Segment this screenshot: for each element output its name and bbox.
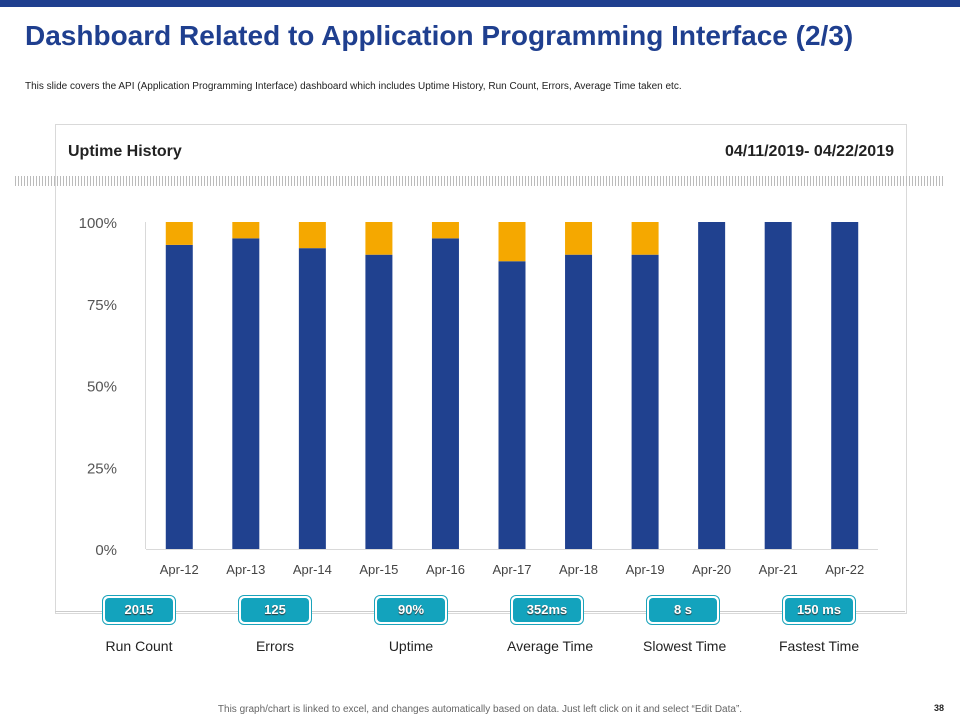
x-tick-label: Apr-15 (359, 562, 398, 577)
bar-segment-Apr-15-s1 (365, 222, 393, 255)
bar-segment-Apr-12-s0 (165, 244, 193, 549)
kpi-label: Errors (255, 638, 295, 654)
page-title: Dashboard Related to Application Program… (25, 20, 854, 51)
chart-date-range: 04/11/2019- 04/22/2019 (724, 143, 894, 160)
x-tick-label: Apr-16 (426, 562, 465, 577)
y-tick-label: 0% (95, 542, 117, 559)
bar-segment-Apr-22-s0 (831, 222, 859, 549)
kpi-value-box: 125 (238, 595, 312, 625)
kpi-value: 352ms (513, 598, 581, 622)
kpi-value: 2015 (105, 598, 173, 622)
kpi-value-box: 2015 (102, 595, 176, 625)
kpi-value: 150 ms (785, 598, 853, 622)
kpi-fastest-time: 150 ms Fastest Time (779, 595, 859, 654)
y-tick-label: 50% (87, 379, 117, 396)
chart-frame (55, 124, 907, 614)
kpi-value-box: 8 s (646, 595, 720, 625)
hatch-divider (15, 176, 945, 186)
y-tick-label: 25% (87, 460, 117, 477)
bar-segment-Apr-18-s1 (565, 222, 593, 255)
bar-segment-Apr-20-s0 (698, 222, 726, 549)
x-tick-label: Apr-17 (492, 562, 531, 577)
kpi-value: 125 (241, 598, 309, 622)
footer-note: This graph/chart is linked to excel, and… (217, 704, 743, 715)
bar-segment-Apr-17-s1 (498, 222, 526, 262)
kpi-label: Fastest Time (779, 638, 860, 654)
bar-segment-Apr-13-s1 (232, 222, 260, 239)
bar-segment-Apr-16-s0 (431, 238, 459, 549)
kpi-label: Average Time (507, 638, 594, 654)
page-number: 38 (933, 703, 944, 713)
bar-segment-Apr-19-s1 (631, 222, 659, 255)
x-tick-label: Apr-19 (626, 562, 665, 577)
kpi-label: Run Count (105, 638, 173, 654)
x-tick-label: Apr-22 (825, 562, 864, 577)
bar-segment-Apr-12-s1 (165, 222, 193, 245)
bar-segment-Apr-19-s0 (631, 254, 659, 549)
top-bar (0, 0, 960, 7)
kpi-value-box: 90% (374, 595, 448, 625)
bar-segment-Apr-15-s0 (365, 254, 393, 549)
y-tick-label: 100% (79, 215, 117, 232)
x-tick-label: Apr-20 (692, 562, 731, 577)
x-tick-label: Apr-12 (160, 562, 199, 577)
page-subtitle: This slide covers the API (Application P… (25, 81, 682, 92)
x-tick-label: Apr-13 (226, 562, 265, 577)
kpi-errors: 125 Errors (235, 595, 315, 654)
kpi-label: Slowest Time (643, 638, 727, 654)
x-tick-label: Apr-14 (293, 562, 332, 577)
bar-segment-Apr-17-s0 (498, 261, 526, 549)
kpi-value: 90% (377, 598, 445, 622)
chart-title: Uptime History (68, 143, 182, 160)
bar-segment-Apr-16-s1 (431, 222, 459, 239)
kpi-value: 8 s (649, 598, 717, 622)
x-tick-label: Apr-18 (559, 562, 598, 577)
y-tick-label: 75% (87, 297, 117, 314)
kpi-run-count: 2015 Run Count (99, 595, 179, 654)
kpi-connector-line (55, 611, 905, 612)
kpi-uptime: 90% Uptime (371, 595, 451, 654)
bar-segment-Apr-18-s0 (565, 254, 593, 549)
bar-segment-Apr-13-s0 (232, 238, 260, 549)
bar-segment-Apr-14-s1 (298, 222, 326, 249)
kpi-average-time: 352ms Average Time (507, 595, 594, 654)
kpi-slowest-time: 8 s Slowest Time (643, 595, 727, 654)
kpi-value-box: 352ms (510, 595, 584, 625)
kpi-label: Uptime (388, 638, 434, 654)
x-tick-label: Apr-21 (759, 562, 798, 577)
bar-segment-Apr-14-s0 (298, 248, 326, 549)
kpi-value-box: 150 ms (782, 595, 856, 625)
bar-segment-Apr-21-s0 (764, 222, 792, 549)
